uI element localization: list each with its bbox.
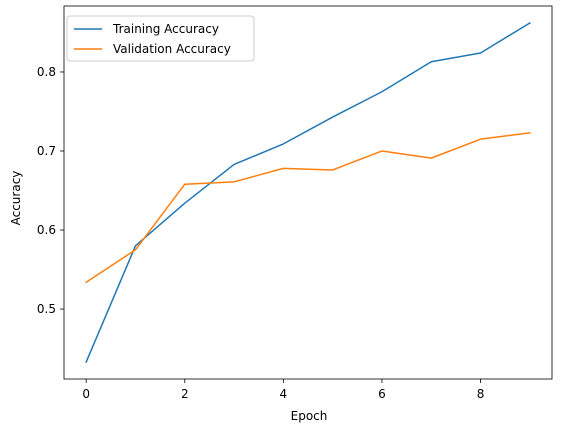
y-tick-label: 0.5 [37, 302, 56, 316]
y-axis-ticks: 0.5 0.6 0.7 0.8 [37, 65, 64, 316]
legend-label: Training Accuracy [112, 22, 219, 36]
legend-label: Validation Accuracy [113, 42, 231, 56]
plot-area [63, 5, 553, 380]
x-tick-label: 0 [82, 387, 90, 401]
series-line-validation-accuracy [85, 132, 531, 284]
x-tick-label: 6 [378, 387, 386, 401]
x-tick-label: 4 [280, 387, 288, 401]
x-axis-ticks: 0 2 4 6 8 [82, 379, 484, 401]
plot-frame [63, 5, 553, 380]
y-tick-label: 0.7 [37, 144, 56, 158]
legend: Training Accuracy Validation Accuracy [66, 15, 255, 62]
y-tick-label: 0.8 [37, 65, 56, 79]
x-tick-label: 2 [181, 387, 189, 401]
y-axis-label: Accuracy [9, 171, 23, 226]
series-lines [85, 21, 531, 363]
y-tick-label: 0.6 [37, 223, 56, 237]
x-tick-label: 8 [477, 387, 485, 401]
x-axis-label: Epoch [291, 409, 328, 423]
legend-frame [66, 15, 255, 62]
series-line-training-accuracy [85, 21, 531, 363]
